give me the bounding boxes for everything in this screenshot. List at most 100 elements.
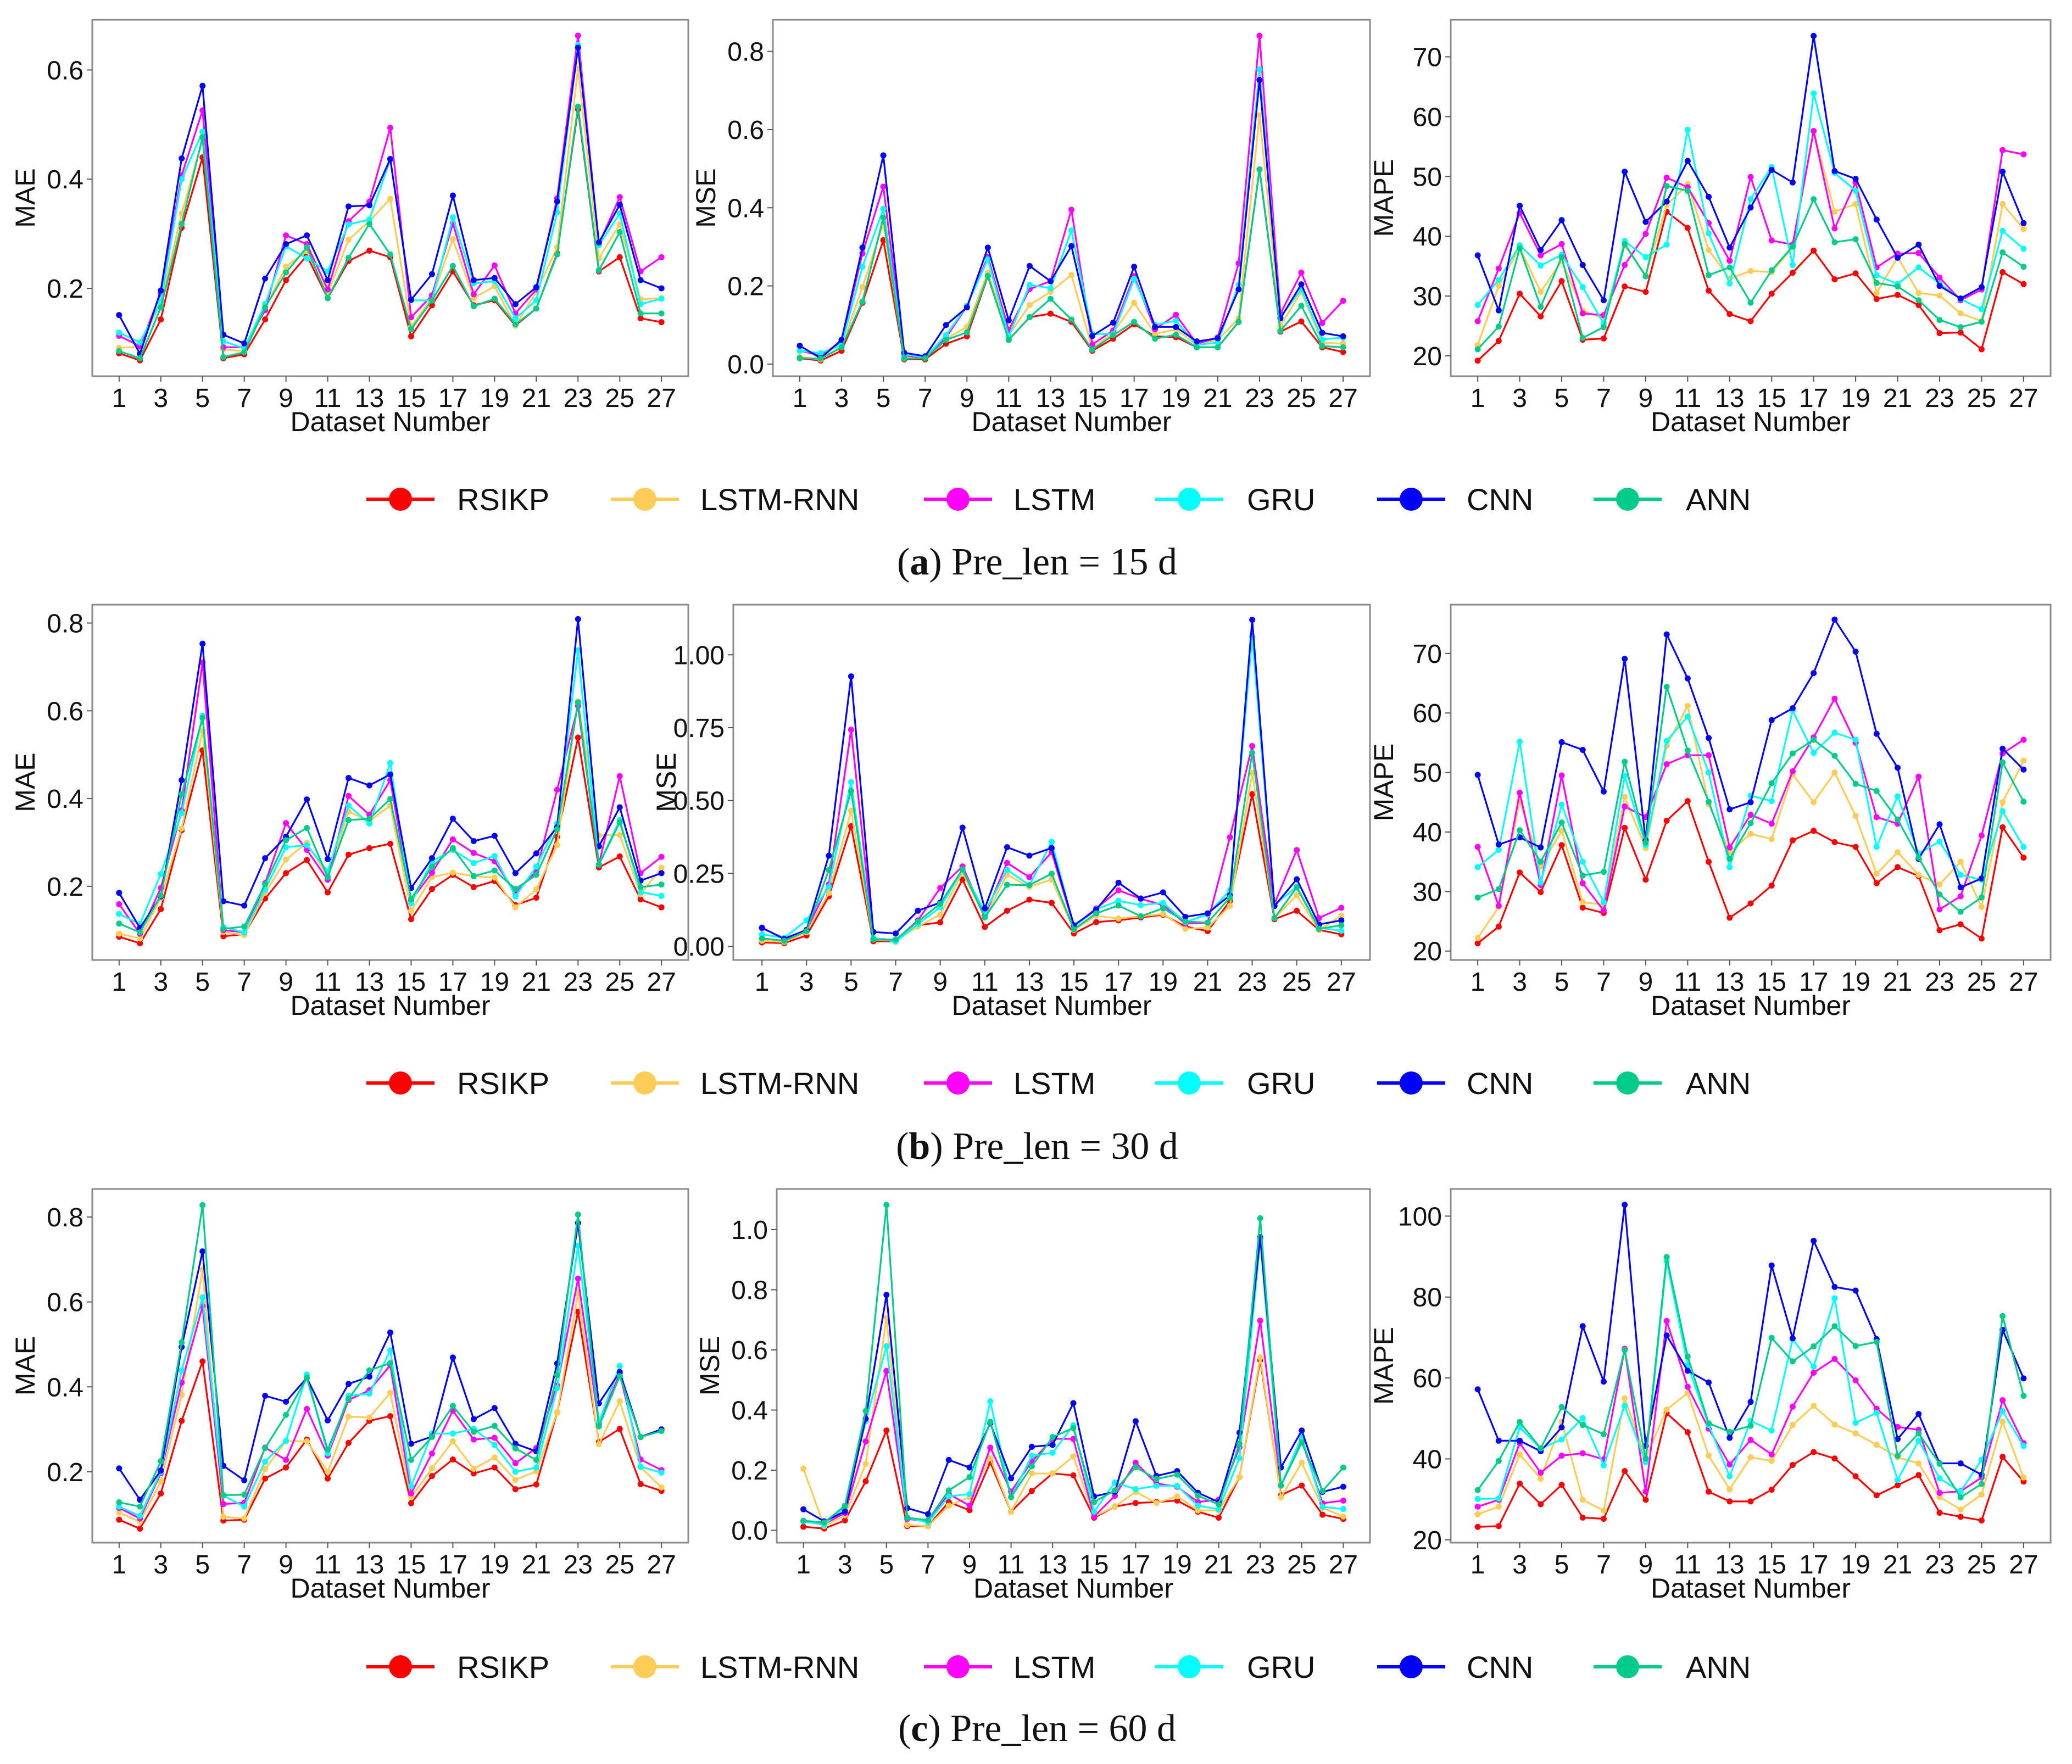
y-tick-label: 30: [1413, 282, 1442, 311]
data-point-lstm-rnn: [1495, 283, 1502, 289]
data-point-lstm: [1831, 695, 1838, 702]
data-point-ann: [470, 1428, 477, 1435]
x-tick-label: 9: [279, 1550, 293, 1579]
data-point-ann: [1622, 1347, 1628, 1353]
data-point-ann: [304, 244, 310, 250]
data-point-cnn: [880, 152, 887, 159]
data-point-rsikp: [512, 1486, 519, 1493]
data-point-cnn: [1026, 852, 1033, 859]
data-point-cnn: [408, 1441, 414, 1447]
data-point-ann: [304, 825, 310, 831]
data-point-ann: [241, 1492, 248, 1498]
data-point-cnn: [1070, 1400, 1077, 1406]
data-point-lstm-rnn: [387, 196, 393, 202]
data-point-lstm-rnn: [491, 874, 498, 881]
data-point-cnn: [1999, 745, 2006, 752]
data-point-cnn: [533, 850, 539, 857]
data-point-lstm-rnn: [554, 842, 560, 848]
data-point-ann: [1789, 1358, 1796, 1365]
data-point-ann: [1257, 1215, 1263, 1221]
data-point-rsikp: [137, 1525, 143, 1532]
data-point-cnn: [826, 852, 832, 859]
data-point-rsikp: [1093, 919, 1100, 925]
legend-item-ann: ANN: [1594, 1650, 1751, 1684]
data-point-ann: [1173, 332, 1179, 338]
data-point-cnn: [959, 824, 966, 831]
data-point-lstm-rnn: [1070, 1453, 1077, 1460]
data-point-rsikp: [1852, 270, 1859, 277]
data-point-rsikp: [1070, 1472, 1077, 1478]
data-point-ann: [616, 229, 623, 236]
series-ann: [116, 699, 665, 936]
data-point-ann: [1004, 881, 1010, 888]
data-point-lstm: [1173, 311, 1179, 318]
data-point-cnn: [1642, 219, 1649, 225]
data-point-cnn: [1558, 1424, 1565, 1431]
data-point-rsikp: [1768, 883, 1775, 889]
data-point-gru: [943, 332, 949, 338]
x-tick-label: 5: [876, 384, 891, 413]
data-point-rsikp: [1936, 927, 1943, 934]
legend-b: RSIKP LSTM-RNN LSTM GRU CNN ANN: [366, 1066, 1751, 1101]
x-tick-label: 21: [522, 1550, 551, 1579]
data-point-lstm-rnn: [937, 911, 944, 918]
data-point-cnn: [1789, 1335, 1796, 1342]
data-point-rsikp: [1132, 1500, 1139, 1506]
data-point-gru: [1831, 1295, 1838, 1302]
data-point-rsikp: [1558, 842, 1565, 848]
data-point-lstm-rnn: [862, 1461, 869, 1467]
data-point-cnn: [428, 855, 435, 862]
series-ann: [1474, 183, 2027, 353]
data-point-ann: [1216, 1501, 1222, 1508]
data-point-cnn: [1047, 278, 1054, 284]
data-point-cnn: [346, 203, 352, 210]
data-point-ann: [1538, 304, 1544, 310]
data-point-lstm-rnn: [800, 1465, 807, 1472]
data-point-lstm-rnn: [512, 904, 519, 911]
data-point-cnn: [1005, 317, 1012, 323]
data-point-rsikp: [491, 1464, 498, 1471]
data-point-ann: [387, 251, 393, 258]
data-point-gru: [512, 893, 519, 900]
data-point-ann: [1517, 1419, 1523, 1425]
data-point-gru: [2020, 1443, 2027, 1449]
data-point-ann: [1195, 1493, 1201, 1499]
data-point-cnn: [966, 1464, 973, 1471]
x-tick-label: 21: [522, 384, 551, 413]
x-tick-label: 3: [1512, 384, 1527, 413]
y-tick-label: 0.6: [47, 56, 83, 85]
data-point-cnn: [1747, 799, 1754, 806]
data-point-lstm: [1663, 174, 1670, 181]
x-tick-label: 23: [1925, 384, 1954, 413]
data-point-ann: [262, 881, 269, 887]
data-point-lstm-rnn: [1227, 903, 1233, 909]
legend-item-ann: ANN: [1594, 482, 1751, 517]
subfigure-caption: (b) Pre_len = 30 d: [896, 1125, 1178, 1168]
data-point-ann: [1110, 332, 1117, 338]
data-point-ann: [595, 267, 602, 273]
data-point-rsikp: [966, 1507, 973, 1514]
data-point-ann: [1957, 908, 1964, 915]
legend-marker: [1616, 1071, 1639, 1095]
data-point-ann: [1235, 319, 1242, 325]
data-point-ann: [1663, 183, 1670, 189]
data-point-gru: [637, 889, 644, 895]
subplot-a-mae: 0.20.40.61 3 5 7 9 11 13 15 17 19 21 23 25 27Dataset …: [10, 19, 689, 437]
legend-item-lstm: LSTM: [924, 1650, 1095, 1684]
data-point-rsikp: [1747, 318, 1754, 325]
data-point-rsikp: [616, 254, 623, 260]
data-point-gru: [987, 1398, 994, 1405]
x-tick-label: 9: [1639, 384, 1653, 413]
x-tick-label: 27: [647, 384, 676, 413]
data-point-ann: [1319, 1488, 1326, 1494]
data-point-lstm-rnn: [1978, 1491, 1985, 1498]
data-point-ann: [1008, 1494, 1015, 1500]
y-axis-label: MSE: [694, 1336, 725, 1395]
data-point-ann: [1999, 1313, 2006, 1319]
data-point-lstm: [387, 125, 393, 131]
x-tick-label: 1: [112, 1550, 126, 1579]
y-tick-label: 0.4: [731, 1397, 768, 1426]
data-point-lstm: [1257, 1318, 1263, 1324]
data-point-cnn: [1747, 204, 1754, 211]
data-point-gru: [817, 350, 824, 356]
